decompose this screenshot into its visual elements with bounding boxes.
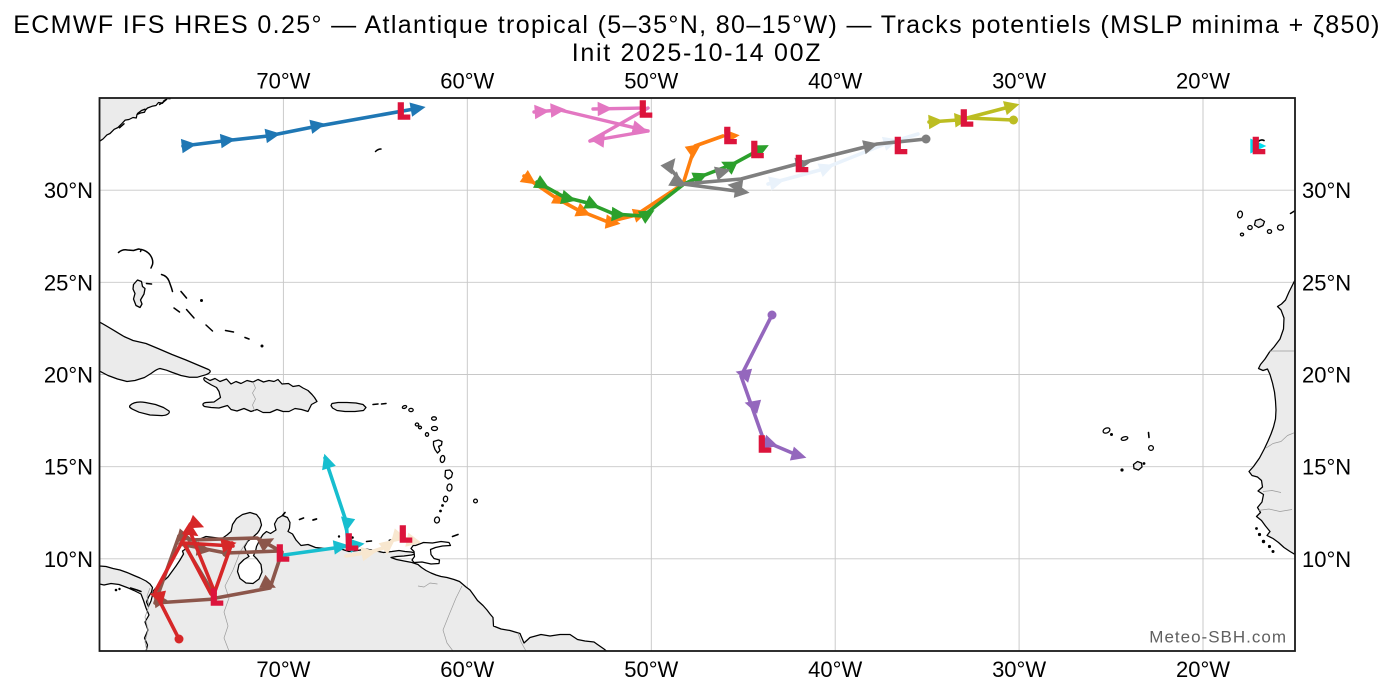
svg-text:20°N: 20°N [1302, 363, 1351, 388]
svg-text:50°W: 50°W [624, 657, 678, 682]
svg-text:ECMWF IFS HRES 0.25° — Atlanti: ECMWF IFS HRES 0.25° — Atlantique tropic… [13, 11, 1381, 39]
svg-text:Meteo-SBH.com: Meteo-SBH.com [1149, 628, 1287, 647]
svg-text:50°W: 50°W [624, 69, 678, 94]
svg-text:60°W: 60°W [440, 657, 494, 682]
svg-text:30°W: 30°W [992, 69, 1046, 94]
svg-text:Init 2025-10-14 00Z: Init 2025-10-14 00Z [572, 39, 823, 67]
svg-text:25°N: 25°N [1302, 270, 1351, 295]
svg-text:40°W: 40°W [808, 69, 862, 94]
svg-text:20°W: 20°W [1176, 69, 1230, 94]
svg-text:30°N: 30°N [44, 178, 93, 203]
svg-text:30°W: 30°W [992, 657, 1046, 682]
svg-text:15°N: 15°N [1302, 455, 1351, 480]
svg-text:60°W: 60°W [440, 69, 494, 94]
svg-text:70°W: 70°W [256, 657, 310, 682]
svg-text:40°W: 40°W [808, 657, 862, 682]
svg-text:25°N: 25°N [44, 270, 93, 295]
svg-text:70°W: 70°W [256, 69, 310, 94]
svg-text:15°N: 15°N [44, 455, 93, 480]
svg-text:10°N: 10°N [44, 547, 93, 572]
svg-text:30°N: 30°N [1302, 178, 1351, 203]
svg-text:20°N: 20°N [44, 363, 93, 388]
svg-text:20°W: 20°W [1176, 657, 1230, 682]
svg-text:10°N: 10°N [1302, 547, 1351, 572]
